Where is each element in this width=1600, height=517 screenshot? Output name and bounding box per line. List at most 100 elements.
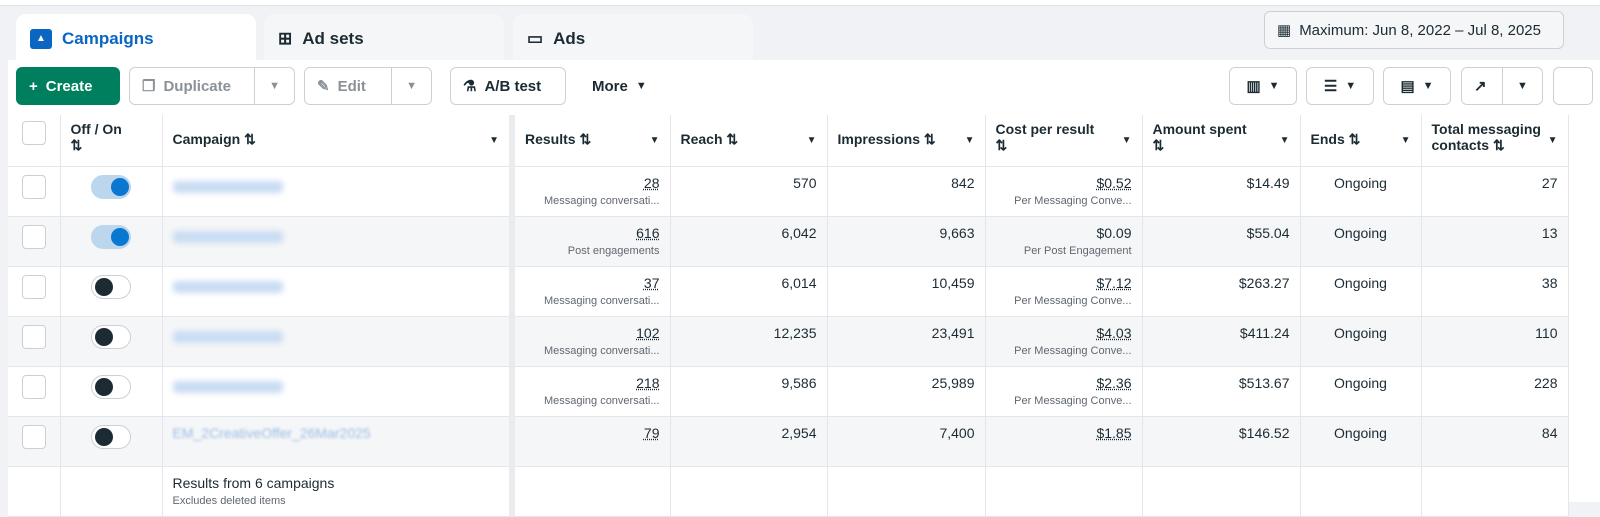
edit-dropdown[interactable]: ▼: [391, 68, 431, 104]
campaign-name-redacted[interactable]: [172, 180, 283, 193]
amount-spent-value: $513.67: [1238, 374, 1290, 391]
messaging-contacts-cell: 38: [1421, 266, 1569, 317]
reach-value: 2,954: [781, 424, 817, 441]
row-checkbox[interactable]: [21, 324, 46, 349]
more-actions-button[interactable]: [1553, 67, 1593, 105]
campaign-toggle[interactable]: [91, 374, 131, 399]
campaign-toggle[interactable]: [91, 224, 131, 249]
campaign-toggle[interactable]: [91, 324, 131, 349]
flask-icon: ⚗: [463, 78, 477, 95]
table-row[interactable]: 218 Messaging conversati... 9,586 25,989 …: [8, 366, 1569, 417]
edit-button[interactable]: ✎ Edit ▼: [304, 67, 432, 105]
ends-value: Ongoing: [1334, 374, 1387, 391]
campaign-name-cell[interactable]: [162, 216, 515, 267]
reach-cell: 6,014: [670, 266, 828, 317]
campaign-name-redacted[interactable]: [172, 230, 283, 243]
ad-window-icon: ▭: [527, 29, 544, 48]
campaign-name-cell[interactable]: [162, 366, 515, 417]
amount-spent-value: $146.52: [1238, 424, 1290, 441]
select-all-checkbox[interactable]: [21, 121, 46, 145]
tab-label: Ads: [553, 29, 586, 48]
ab-test-label: A/B test: [484, 77, 542, 95]
duplicate-button[interactable]: ❐ Duplicate ▼: [129, 67, 295, 105]
row-select[interactable]: [8, 366, 61, 417]
row-select[interactable]: [8, 166, 61, 217]
columns-button[interactable]: ▥ ▼: [1229, 67, 1297, 105]
col-reach[interactable]: Reach ⇅ ▼: [670, 115, 828, 167]
breakdown-button[interactable]: ☰ ▼: [1306, 67, 1374, 105]
amount-spent-cell: $263.27: [1142, 266, 1301, 317]
create-button[interactable]: + Create: [16, 67, 120, 105]
tab-campaigns[interactable]: ▲ Campaigns: [16, 14, 256, 64]
results-type: Post engagements: [567, 244, 660, 257]
date-range-picker[interactable]: ▦ Maximum: Jun 8, 2022 – Jul 8, 2025: [1264, 11, 1564, 49]
row-toggle-cell: [60, 366, 163, 417]
row-toggle-cell: [60, 266, 163, 317]
campaign-toggle[interactable]: [91, 274, 131, 299]
reach-cell: 6,042: [670, 216, 828, 267]
table-row[interactable]: EM_2CreativeOffer_26Mar2025 79 2,954 7,4…: [8, 416, 1569, 467]
messaging-contacts-cell: 27: [1421, 166, 1569, 217]
duplicate-dropdown[interactable]: ▼: [254, 68, 294, 104]
export-icon: ↗: [1474, 78, 1487, 95]
amount-spent-cell: $513.67: [1142, 366, 1301, 417]
table-row[interactable]: 102 Messaging conversati... 12,235 23,491…: [8, 316, 1569, 367]
cost-per-result-cell: $7.12 Per Messaging Conve...: [985, 266, 1143, 317]
tab-ad-sets[interactable]: ⊞ Ad sets: [264, 14, 504, 64]
row-checkbox[interactable]: [21, 374, 46, 399]
ab-test-button[interactable]: ⚗ A/B test: [450, 67, 566, 105]
campaign-toggle[interactable]: [91, 174, 131, 199]
table-row[interactable]: 28 Messaging conversati... 570 842 $0.52 P…: [8, 166, 1569, 217]
row-checkbox[interactable]: [21, 174, 46, 199]
reach-value: 6,014: [781, 274, 817, 291]
cost-per-result-value: $7.12: [1096, 274, 1132, 291]
col-amount-spent[interactable]: Amount spent ⇅ ▼: [1142, 115, 1301, 167]
col-campaign[interactable]: Campaign ⇅ ▼: [162, 115, 515, 167]
table-row[interactable]: 37 Messaging conversati... 6,014 10,459 $…: [8, 266, 1569, 317]
col-total-messaging-contacts[interactable]: Total messaging contacts ⇅ ▼: [1421, 115, 1569, 167]
messaging-contacts-value: 27: [1541, 174, 1558, 191]
col-results[interactable]: Results ⇅ ▼: [512, 115, 671, 167]
campaign-name-redacted[interactable]: [172, 280, 283, 293]
export-dropdown[interactable]: ▼: [1502, 68, 1542, 104]
footer-summary: Results from 6 campaigns Excludes deleted…: [162, 466, 515, 517]
row-select[interactable]: [8, 416, 61, 467]
select-all[interactable]: [8, 115, 61, 167]
campaign-name-redacted[interactable]: [172, 330, 283, 343]
reports-button[interactable]: ▤ ▼: [1383, 67, 1451, 105]
impressions-value: 25,989: [931, 374, 975, 391]
amount-spent-value: $55.04: [1246, 224, 1290, 241]
row-checkbox[interactable]: [21, 424, 46, 449]
row-select[interactable]: [8, 216, 61, 267]
row-select[interactable]: [8, 266, 61, 317]
table-row[interactable]: 616 Post engagements 6,042 9,663 $0.09 Per…: [8, 216, 1569, 267]
col-cost-per-result[interactable]: Cost per result ⇅ ▼: [985, 115, 1143, 167]
row-toggle-cell: [60, 216, 163, 267]
col-impressions[interactable]: Impressions ⇅ ▼: [827, 115, 986, 167]
row-checkbox[interactable]: [21, 274, 46, 299]
col-label: Campaign: [172, 131, 241, 147]
campaign-name[interactable]: EM_2CreativeOffer_26Mar2025: [172, 424, 371, 441]
tab-ads[interactable]: ▭ Ads: [513, 14, 753, 64]
reach-value: 6,042: [781, 224, 817, 241]
more-button[interactable]: More ▼: [580, 67, 659, 105]
row-checkbox[interactable]: [21, 224, 46, 249]
plus-icon: +: [29, 77, 38, 95]
reach-value: 12,235: [773, 324, 817, 341]
campaign-name-cell[interactable]: [162, 316, 515, 367]
cost-per-result-value: $4.03: [1096, 324, 1132, 341]
campaign-name-cell[interactable]: [162, 266, 515, 317]
export-button[interactable]: ↗ ▼: [1461, 67, 1543, 105]
campaign-name-cell[interactable]: EM_2CreativeOffer_26Mar2025: [162, 416, 515, 467]
row-select[interactable]: [8, 316, 61, 367]
campaign-name-redacted[interactable]: [172, 380, 283, 393]
campaign-toggle[interactable]: [91, 424, 131, 449]
results-cell: 37 Messaging conversati...: [512, 266, 671, 317]
results-cell: 218 Messaging conversati...: [512, 366, 671, 417]
amount-spent-cell: $14.49: [1142, 166, 1301, 217]
col-off-on[interactable]: Off / On ⇅: [60, 115, 163, 167]
date-range-label: Maximum: Jun 8, 2022 – Jul 8, 2025: [1299, 21, 1541, 39]
ends-cell: Ongoing: [1300, 266, 1422, 317]
campaign-name-cell[interactable]: [162, 166, 515, 217]
col-ends[interactable]: Ends ⇅ ▼: [1300, 115, 1422, 167]
